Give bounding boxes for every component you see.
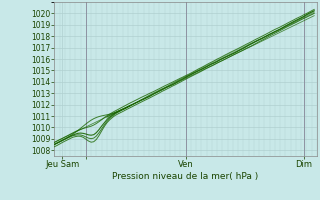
X-axis label: Pression niveau de la mer( hPa ): Pression niveau de la mer( hPa ) [112, 172, 259, 181]
